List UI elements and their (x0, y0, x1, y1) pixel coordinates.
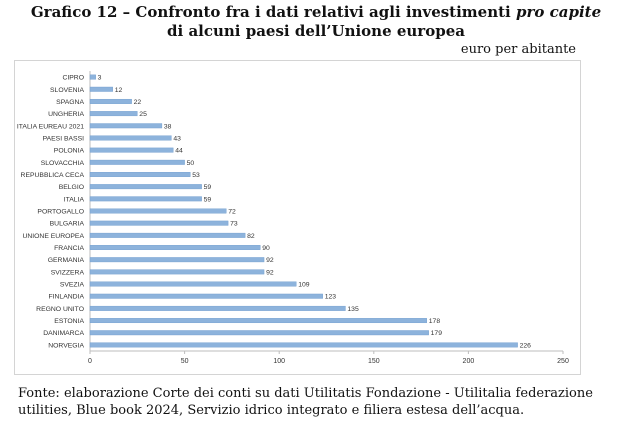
category-label: ESTONIA (54, 318, 84, 325)
data-label: 3 (98, 75, 102, 82)
category-label: PORTOGALLO (37, 209, 84, 216)
bar (89, 220, 229, 226)
bar (89, 232, 246, 238)
category-label: REGNO UNITO (36, 306, 84, 313)
category-label: UNIONE EUROPEA (22, 233, 84, 240)
bar (89, 147, 174, 153)
bar (89, 281, 297, 287)
category-label: ITALIA EUREAU 2021 (17, 123, 84, 130)
category-label: BULGARIA (50, 221, 85, 228)
category-label: GERMANIA (48, 257, 85, 264)
bar (89, 74, 96, 80)
chart-title-italic: pro capite (515, 3, 602, 21)
category-label: POLONIA (54, 148, 85, 155)
category-label: REPUBBLICA CECA (21, 172, 85, 179)
bar (89, 184, 202, 190)
bar (89, 257, 265, 263)
data-label: 72 (228, 209, 236, 216)
unit-label: euro per abitante (460, 42, 576, 57)
data-label: 50 (187, 160, 195, 167)
data-label: 53 (192, 172, 200, 179)
bar (89, 293, 323, 299)
category-label: FRANCIA (54, 245, 84, 252)
bar-chart: CIPRO 3 SLOVENIA 12 SPAGNA 22 UNGHERIA 25 ITALIA… (17, 71, 569, 365)
x-tick-label: 200 (463, 358, 475, 365)
data-label: 92 (266, 257, 274, 264)
x-tick-label: 0 (88, 358, 92, 365)
data-label: 43 (173, 135, 181, 142)
chart-title-text: Grafico 12 – Confronto fra i dati relati… (30, 3, 516, 21)
bar (89, 172, 191, 177)
chart-frame: CIPRO 3 SLOVENIA 12 SPAGNA 22 UNGHERIA 25 ITALIA… (14, 60, 581, 375)
chart-title-line1: Grafico 12 – Confronto fra i dati relati… (0, 3, 632, 22)
data-label: 73 (230, 221, 238, 228)
data-label: 25 (139, 111, 147, 118)
data-label: 109 (298, 282, 310, 289)
data-label: 135 (347, 306, 359, 313)
bar (89, 305, 346, 311)
bar (89, 86, 113, 92)
data-label: 82 (247, 233, 255, 240)
x-tick-label: 250 (557, 358, 569, 365)
bar (89, 208, 227, 214)
bar (89, 111, 138, 117)
bar (89, 123, 163, 129)
data-label: 38 (164, 123, 172, 130)
x-tick-label: 100 (273, 358, 285, 365)
bar (89, 330, 429, 336)
category-label: FINLANDIA (48, 294, 84, 301)
bar (89, 245, 261, 250)
bar (89, 318, 427, 324)
x-tick-label: 50 (181, 358, 189, 365)
category-label: DANIMARCA (43, 330, 84, 337)
data-label: 59 (204, 196, 212, 203)
data-label: 90 (262, 245, 270, 252)
category-label: CIPRO (62, 75, 84, 82)
data-label: 178 (429, 318, 441, 325)
bar (89, 196, 202, 202)
data-label: 12 (115, 87, 123, 94)
source-note: Fonte: elaborazione Corte dei conti su d… (18, 386, 593, 418)
category-label: SLOVACCHIA (41, 160, 85, 167)
data-label: 59 (204, 184, 212, 191)
bar (89, 98, 132, 104)
bar (89, 159, 185, 165)
data-label: 179 (431, 330, 443, 337)
category-label: UNGHERIA (48, 111, 84, 118)
data-label: 22 (134, 99, 142, 106)
data-label: 44 (175, 148, 183, 155)
data-label: 123 (325, 294, 337, 301)
category-label: SLOVENIA (50, 87, 84, 94)
bar (89, 135, 172, 141)
category-label: ITALIA (64, 196, 85, 203)
data-label: 226 (520, 342, 532, 349)
category-label: NORVEGIA (48, 342, 84, 349)
bar (89, 342, 518, 348)
category-label: BELGIO (59, 184, 84, 191)
category-label: SPAGNA (56, 99, 84, 106)
data-label: 92 (266, 269, 274, 276)
category-label: SVIZZERA (51, 269, 85, 276)
x-tick-label: 150 (368, 358, 380, 365)
category-label: PAESI BASSI (43, 135, 85, 142)
chart-title-line2: di alcuni paesi dell’Unione europea (167, 22, 465, 40)
bar (89, 269, 265, 275)
category-label: SVEZIA (60, 282, 85, 289)
